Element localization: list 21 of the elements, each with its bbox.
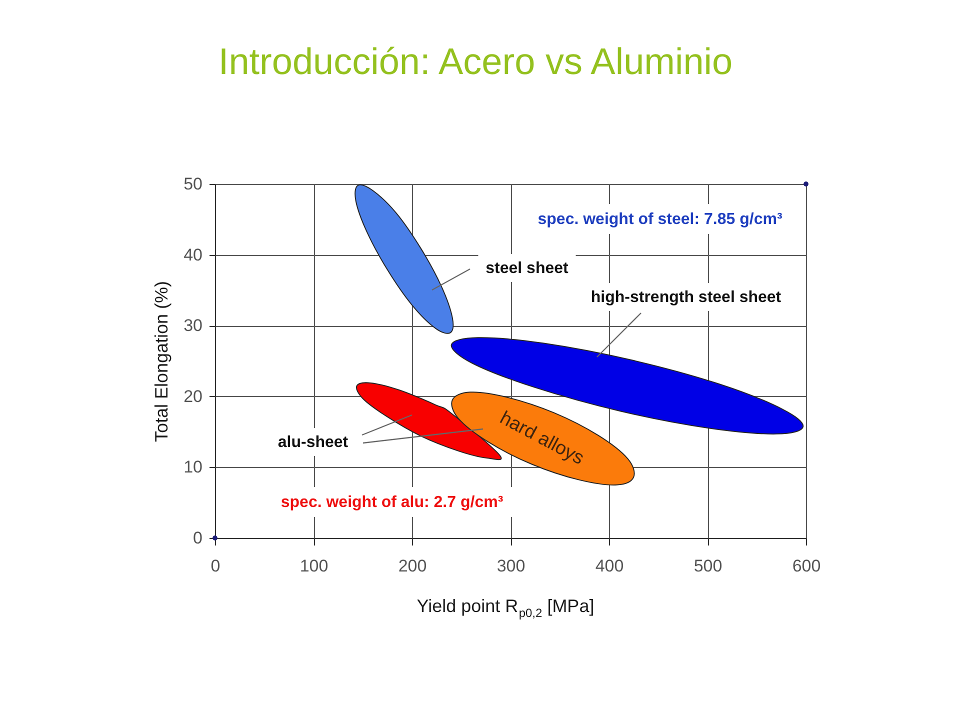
y-tick-label: 50 xyxy=(184,174,202,194)
annotation: spec. weight of steel: 7.85 g/cm³ xyxy=(538,211,782,228)
x-tick-label: 500 xyxy=(694,556,722,576)
y-tick-label: 30 xyxy=(184,316,202,336)
y-tick-label: 20 xyxy=(184,386,202,406)
chart-title: Introducción: Acero vs Aluminio xyxy=(218,41,733,82)
annotation: spec. weight of alu: 2.7 g/cm³ xyxy=(280,494,504,511)
text: alu-sheet xyxy=(278,434,349,451)
x-tick-label: 0 xyxy=(210,556,220,576)
y-tick-label: 0 xyxy=(193,528,202,548)
x-tick-label: 200 xyxy=(398,556,427,576)
x-tick-label: 100 xyxy=(300,556,328,576)
x-tick-label: 400 xyxy=(595,556,624,576)
y-tick-label: 10 xyxy=(184,458,202,477)
text: high-strength steel sheet xyxy=(590,289,782,306)
text: steel sheet xyxy=(486,260,570,277)
x-tick-label: 600 xyxy=(792,556,821,576)
y-axis-title: Total Elongation (%) xyxy=(152,280,172,442)
series-label: hard alloys xyxy=(496,408,588,470)
x-tick-label: 300 xyxy=(496,556,526,576)
y-tick-label: 40 xyxy=(184,245,202,264)
